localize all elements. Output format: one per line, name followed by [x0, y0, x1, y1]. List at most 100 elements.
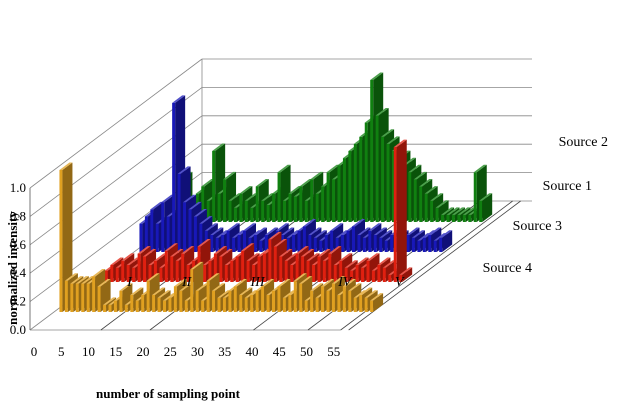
bar	[222, 297, 226, 312]
bar	[113, 300, 117, 312]
bar-top	[243, 223, 256, 231]
bar-top	[299, 276, 313, 284]
bar	[206, 200, 210, 222]
x-tick-label: 35	[218, 344, 231, 359]
bar	[371, 270, 375, 282]
bar	[141, 294, 145, 312]
bar	[312, 264, 315, 282]
bar-top	[275, 223, 289, 231]
bar	[150, 209, 154, 252]
region-label: V	[395, 275, 405, 290]
bar-top	[399, 267, 413, 275]
bar	[172, 102, 176, 253]
bar-top	[188, 201, 202, 210]
bar	[310, 290, 314, 312]
bar-top	[419, 179, 433, 187]
bar-top	[368, 223, 382, 231]
bar	[252, 264, 256, 282]
bars-layer	[59, 72, 493, 312]
bar	[301, 256, 305, 282]
bar-top	[255, 179, 269, 187]
bar	[193, 216, 197, 252]
bar-top	[70, 276, 84, 284]
bar-top	[457, 207, 471, 215]
bar-top	[143, 248, 157, 257]
bar	[299, 283, 303, 312]
bar	[283, 200, 286, 222]
bar	[130, 294, 134, 312]
bar-top	[411, 230, 425, 238]
bar-side	[62, 162, 73, 312]
bar-top	[435, 200, 449, 208]
x-tick-label: 50	[300, 344, 313, 359]
bar	[375, 115, 379, 222]
bar	[201, 300, 205, 312]
bar	[188, 209, 192, 252]
bar	[179, 290, 183, 312]
x-tick-label: 5	[58, 344, 65, 359]
bar	[273, 246, 277, 282]
bar-top	[199, 216, 213, 224]
bar	[272, 193, 276, 222]
bar-top	[370, 293, 384, 301]
bar	[115, 267, 119, 282]
bar	[288, 193, 292, 222]
bar	[277, 172, 281, 222]
bar-top	[268, 231, 282, 240]
bar	[379, 237, 383, 252]
bar-top	[308, 227, 322, 235]
bar-top	[190, 261, 204, 270]
bar-top	[170, 248, 184, 257]
bar	[293, 280, 297, 312]
bar	[233, 207, 237, 222]
bar-top	[473, 164, 487, 173]
bar	[324, 234, 328, 252]
bar	[353, 143, 357, 222]
bar	[75, 283, 79, 312]
bar	[186, 264, 190, 282]
bar-top	[201, 179, 215, 187]
bar	[266, 294, 270, 312]
bar	[386, 143, 390, 222]
bar-top	[386, 136, 400, 144]
bar	[212, 151, 216, 222]
bar	[148, 264, 152, 282]
bar	[333, 264, 337, 282]
bar	[121, 260, 125, 282]
y-tick-label: 1.0	[10, 180, 26, 195]
bar-top	[161, 194, 175, 203]
bar-side	[402, 267, 413, 282]
bar	[104, 270, 108, 282]
bar-top	[217, 290, 231, 298]
bar	[413, 179, 417, 222]
bar	[286, 237, 290, 252]
bar	[164, 250, 168, 282]
bar	[337, 294, 341, 312]
bar-top	[64, 273, 78, 281]
bar-top	[424, 186, 438, 194]
legend-label: Source 1	[543, 179, 592, 194]
bar	[232, 237, 236, 252]
bar-top	[110, 257, 124, 265]
bar	[201, 186, 205, 222]
bar-top	[381, 129, 395, 137]
bar	[344, 267, 348, 282]
bar	[382, 267, 386, 282]
bar	[212, 290, 216, 312]
bar	[328, 253, 332, 282]
bar	[304, 200, 308, 222]
bar	[368, 230, 372, 252]
bar-top	[408, 164, 422, 173]
bar	[406, 234, 410, 252]
bar-top	[284, 253, 298, 261]
bar	[217, 297, 221, 312]
bar	[295, 253, 299, 282]
bar	[342, 286, 346, 312]
bar	[304, 300, 308, 312]
bar-top	[195, 283, 209, 291]
bar	[199, 223, 203, 252]
bar-top	[428, 227, 442, 235]
bar-top	[75, 276, 89, 284]
bar-top	[342, 278, 356, 287]
legend-label: Source 2	[559, 135, 608, 150]
